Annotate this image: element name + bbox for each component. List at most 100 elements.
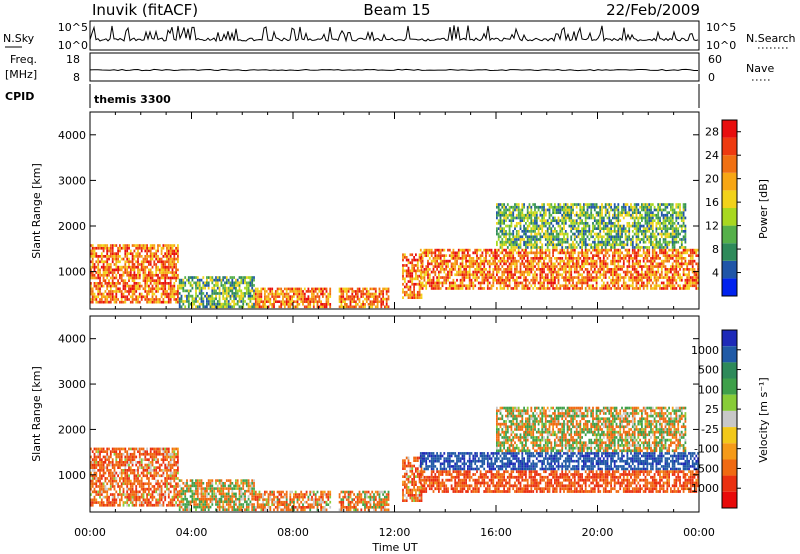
heatmap-cell	[559, 205, 562, 209]
heatmap-cell	[231, 289, 234, 293]
heatmap-cell	[546, 208, 549, 212]
heatmap-cell	[541, 246, 544, 249]
heatmap-cell	[597, 224, 600, 228]
heatmap-cell	[93, 463, 96, 467]
heatmap-cell	[644, 230, 647, 233]
heatmap-cell	[668, 203, 670, 206]
heatmap-cell	[628, 208, 631, 212]
heatmap-cell	[427, 248, 429, 252]
heatmap-cell	[586, 257, 589, 260]
heatmap-cell	[481, 259, 484, 263]
heatmap-cell	[251, 286, 254, 290]
heatmap-cell	[613, 216, 616, 220]
heatmap-cell	[225, 300, 228, 303]
heatmap-cell	[443, 259, 446, 263]
heatmap-cell	[586, 270, 589, 274]
heatmap-cell	[445, 262, 448, 266]
heatmap-cell	[155, 295, 158, 299]
heatmap-cell	[612, 213, 614, 217]
heatmap-cell	[570, 208, 573, 212]
heatmap-cell	[316, 295, 319, 298]
heatmap-cell	[353, 305, 355, 309]
heatmap-cell	[113, 271, 116, 274]
heatmap-cell	[532, 259, 535, 263]
heatmap-cell	[452, 248, 455, 252]
heatmap-cell	[99, 246, 101, 250]
heatmap-cell	[496, 211, 498, 214]
heatmap-cell	[162, 276, 165, 280]
heatmap-cell	[126, 295, 129, 299]
heatmap-cell	[380, 297, 383, 301]
heatmap-cell	[100, 300, 103, 304]
heatmap-cell	[631, 257, 634, 260]
heatmap-cell	[534, 208, 536, 212]
heatmap-cell	[318, 287, 321, 291]
heatmap-cell	[126, 271, 129, 274]
heatmap-cell	[450, 265, 453, 268]
heatmap-cell	[282, 295, 284, 298]
heatmap-cell	[679, 254, 681, 257]
heatmap-cell	[151, 290, 154, 293]
heatmap-cell	[93, 466, 96, 469]
heatmap-cell	[155, 265, 158, 269]
heatmap-cell	[646, 265, 649, 268]
heatmap-cell	[115, 263, 118, 266]
heatmap-cell	[572, 243, 574, 247]
heatmap-cell	[579, 251, 582, 255]
heatmap-cell	[492, 259, 495, 263]
heatmap-cell	[149, 298, 152, 301]
heatmap-cell	[97, 263, 100, 266]
heatmap-cell	[548, 251, 551, 255]
heatmap-cell	[534, 238, 536, 241]
heatmap-cell	[630, 243, 632, 247]
heatmap-cell	[90, 260, 92, 264]
heatmap-cell	[452, 257, 455, 260]
heatmap-cell	[659, 265, 661, 268]
heatmap-cell	[514, 208, 516, 212]
heatmap-cell	[626, 243, 629, 247]
heatmap-cell	[637, 238, 640, 241]
heatmap-cell	[679, 273, 681, 277]
heatmap-cell	[407, 293, 410, 297]
heatmap-cell	[628, 238, 631, 241]
heatmap-cell	[546, 281, 549, 285]
heatmap-cell	[256, 297, 259, 301]
heatmap-cell	[452, 265, 455, 268]
heatmap-cell	[501, 270, 504, 274]
heatmap-cell	[158, 298, 161, 301]
heatmap-cell	[675, 230, 678, 233]
heatmap-cell	[497, 211, 500, 214]
heatmap-cell	[387, 290, 390, 293]
heatmap-cell	[157, 249, 159, 253]
heatmap-cell	[539, 224, 542, 228]
heatmap-cell	[169, 246, 172, 250]
heatmap-cell	[584, 276, 587, 279]
heatmap-cell	[138, 268, 141, 272]
heatmap-cell	[117, 287, 119, 291]
heatmap-cell	[421, 270, 424, 274]
heatmap-cell	[122, 292, 125, 296]
heatmap-cell	[564, 276, 567, 279]
heatmap-cell	[592, 259, 594, 263]
heatmap-cell	[303, 305, 306, 309]
heatmap-cell	[280, 290, 283, 293]
heatmap-cell	[171, 276, 174, 280]
heatmap-cell	[233, 284, 235, 287]
heatmap-cell	[664, 219, 667, 222]
heatmap-cell	[267, 300, 270, 303]
heatmap-cell	[651, 243, 654, 247]
heatmap-cell	[256, 290, 259, 293]
heatmap-cell	[360, 290, 363, 293]
heatmap-cell	[477, 276, 480, 279]
heatmap-cell	[100, 498, 103, 502]
heatmap-cell	[622, 265, 625, 268]
heatmap-cell	[402, 274, 404, 278]
heatmap-cell	[550, 219, 553, 222]
heatmap-cell	[564, 232, 567, 236]
heatmap-cell	[102, 265, 105, 269]
heatmap-cell	[99, 477, 101, 480]
heatmap-cell	[142, 265, 145, 269]
heatmap-cell	[285, 292, 288, 296]
heatmap-cell	[402, 296, 404, 299]
